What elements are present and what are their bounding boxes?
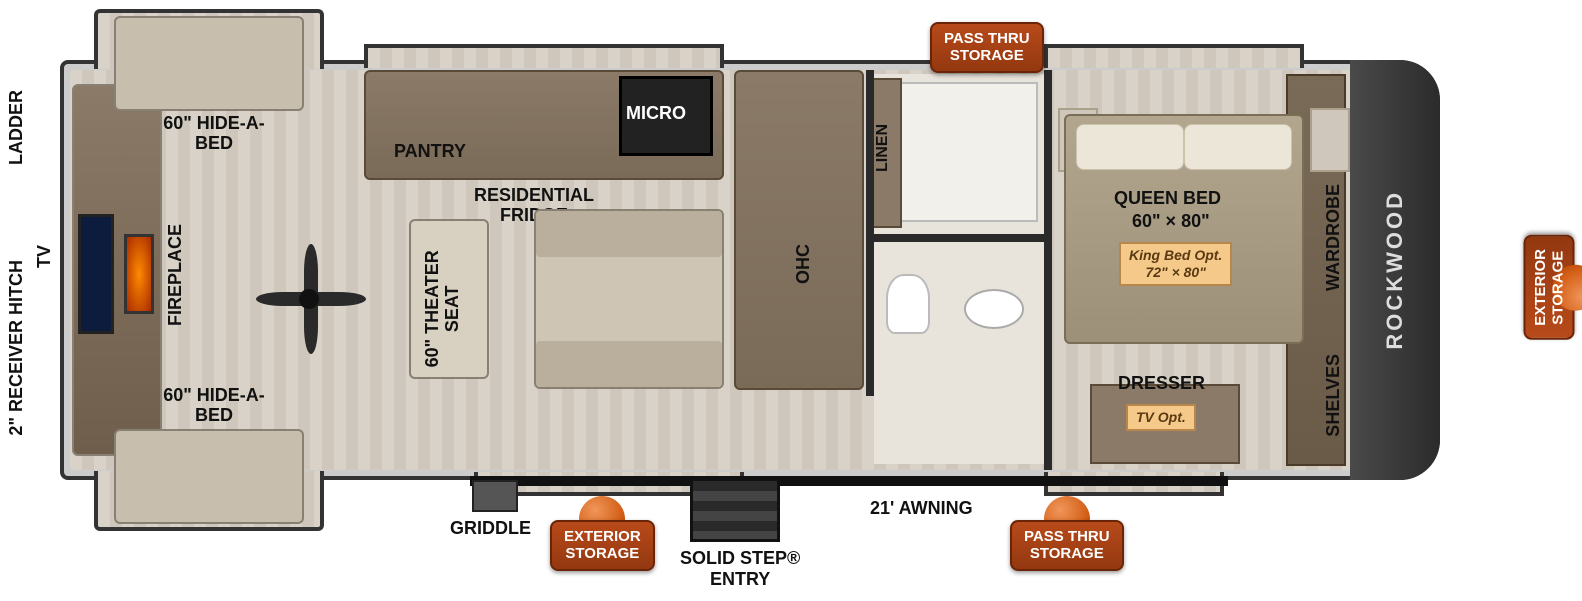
griddle-label: GRIDDLE [450, 518, 531, 539]
theater-seat-label: 60" THEATER SEAT [423, 250, 463, 367]
ceiling-fan [244, 234, 374, 364]
pillow-left [1076, 124, 1184, 170]
slideout-bed [1044, 44, 1304, 68]
fireplace-label: FIREPLACE [166, 224, 186, 326]
hide-a-bed-bot-label: 60" HIDE-A- BED [134, 386, 294, 426]
tv-label: TV [34, 245, 55, 268]
shelves-label: SHELVES [1324, 354, 1344, 437]
pass-thru-storage-top-badge: PASS THRU STORAGE [930, 22, 1044, 73]
griddle-unit [472, 480, 518, 512]
linen-label: LINEN [874, 124, 892, 172]
dinette [534, 209, 724, 389]
front-cap: ROCKWOOD [1350, 60, 1440, 480]
toilet [886, 274, 930, 334]
queen-bed-dims: 60" × 80" [1132, 212, 1210, 232]
receiver-hitch-label: 2" RECEIVER HITCH [6, 260, 27, 436]
awning-label: 21' AWNING [870, 498, 973, 519]
slideout-kitchen [364, 44, 724, 68]
queen-bed-title: QUEEN BED [1114, 189, 1221, 209]
entry-steps [690, 478, 780, 542]
exterior-storage-bot-badge: EXTERIOR STORAGE [550, 520, 655, 571]
fireplace-unit [124, 234, 154, 314]
awning-bar [470, 476, 1228, 486]
king-bed-opt: King Bed Opt. 72" × 80" [1119, 242, 1232, 286]
brand-text: ROCKWOOD [1382, 190, 1408, 350]
rv-body: ROCKWOOD FIREPLACE 60" HIDE-A- BED 60" H… [60, 60, 1440, 480]
pantry-label: PANTRY [394, 142, 466, 162]
tv-screen [78, 214, 114, 334]
solid-step-label: SOLID STEP® ENTRY [680, 548, 800, 589]
exterior-storage-right-badge: EXTERIOR STORAGE [1524, 235, 1575, 340]
wall-bath-right [1044, 70, 1052, 470]
hide-a-bed-bot [114, 429, 304, 524]
shower [882, 82, 1038, 222]
hide-a-bed-top-label: 60" HIDE-A- BED [134, 114, 294, 154]
pillow-right [1184, 124, 1292, 170]
wardrobe-label: WARDROBE [1324, 184, 1344, 291]
tv-opt: TV Opt. [1126, 404, 1196, 431]
ohc-label: OHC [794, 244, 814, 284]
hide-a-bed-top [114, 16, 304, 111]
micro-label: MICRO [626, 104, 686, 124]
dresser-label: DRESSER [1118, 374, 1205, 394]
pass-thru-storage-bot-badge: PASS THRU STORAGE [1010, 520, 1124, 571]
ladder-label: LADDER [6, 90, 27, 165]
bathroom-sink [964, 289, 1024, 329]
wall-bath-left [866, 70, 874, 396]
wall-bath-mid [872, 234, 1047, 242]
nightstand-right [1310, 108, 1350, 172]
entry-counter [734, 70, 864, 390]
